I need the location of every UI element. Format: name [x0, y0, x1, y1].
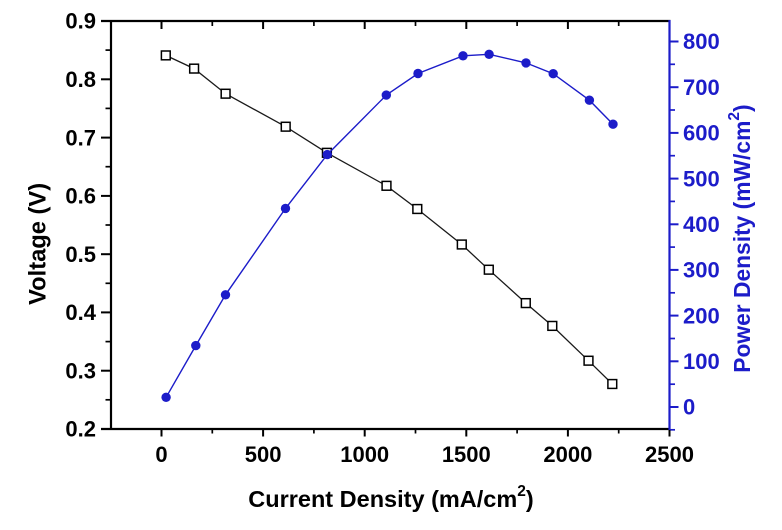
svg-text:1000: 1000: [340, 442, 389, 467]
svg-text:0.2: 0.2: [65, 417, 96, 442]
svg-text:0.8: 0.8: [65, 67, 96, 92]
svg-text:0.9: 0.9: [65, 9, 96, 34]
svg-text:Voltage (V): Voltage (V): [26, 183, 52, 305]
svg-text:0.3: 0.3: [65, 358, 96, 383]
svg-text:Current Density (mA/cm2): Current Density (mA/cm2): [248, 483, 533, 512]
svg-text:0.5: 0.5: [65, 242, 96, 267]
svg-text:200: 200: [683, 303, 720, 328]
svg-text:500: 500: [245, 442, 282, 467]
svg-text:0.4: 0.4: [65, 300, 96, 325]
svg-text:1500: 1500: [442, 442, 491, 467]
svg-text:Power Density (mW/cm2): Power Density (mW/cm2): [726, 104, 755, 372]
svg-text:700: 700: [683, 75, 720, 100]
svg-text:0: 0: [155, 442, 167, 467]
svg-text:400: 400: [683, 212, 720, 237]
svg-text:0: 0: [683, 395, 695, 420]
svg-text:800: 800: [683, 29, 720, 54]
svg-text:300: 300: [683, 258, 720, 283]
svg-text:100: 100: [683, 349, 720, 374]
svg-text:500: 500: [683, 166, 720, 191]
svg-text:0.7: 0.7: [65, 125, 96, 150]
svg-text:0.6: 0.6: [65, 184, 96, 209]
svg-text:2500: 2500: [645, 442, 694, 467]
svg-text:2000: 2000: [543, 442, 592, 467]
svg-text:600: 600: [683, 121, 720, 146]
